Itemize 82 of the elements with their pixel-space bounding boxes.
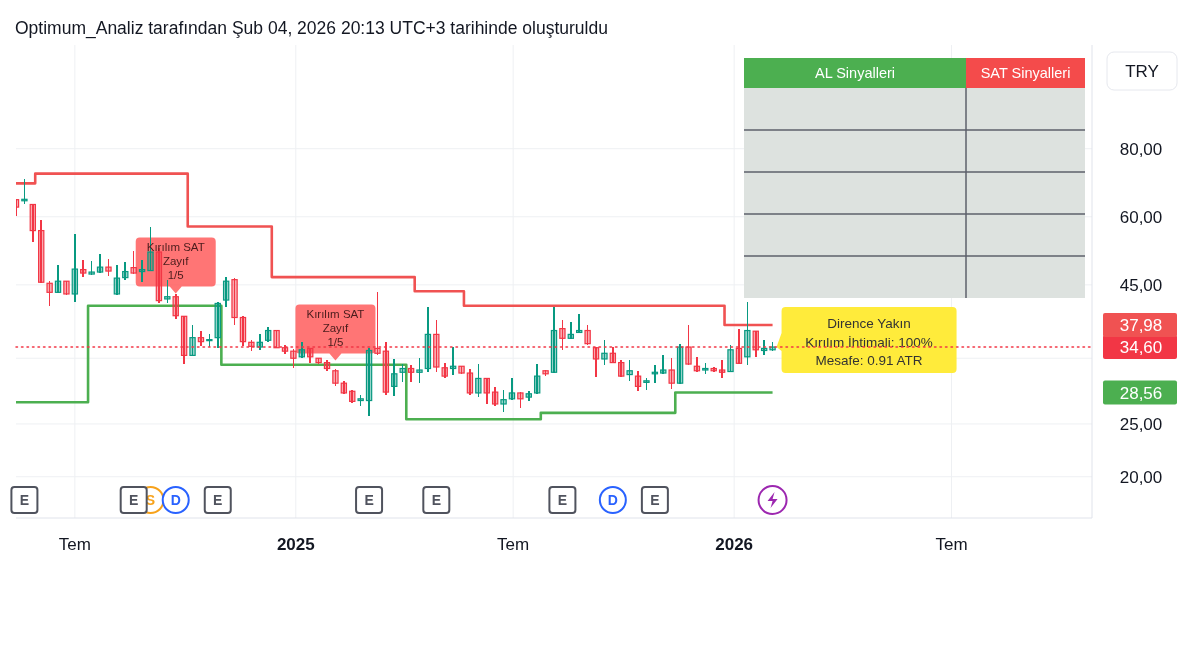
annotation: E: [650, 492, 660, 509]
candlestick: [54, 264, 62, 294]
candlestick: [760, 338, 768, 356]
annotation: E: [431, 492, 441, 509]
annotation: D: [607, 492, 618, 509]
ref-line-label: 34,60: [1119, 338, 1163, 358]
category-label: AL Sinyalleri: [814, 65, 896, 82]
y-tick-label: 60,00: [1119, 207, 1163, 227]
candlestick: [46, 280, 53, 307]
candlestick: [189, 324, 196, 357]
candlestick: [164, 279, 171, 305]
candlestick: [576, 313, 583, 334]
candlestick: [475, 363, 482, 398]
candlestick: [71, 233, 79, 303]
candlestick: [567, 320, 575, 340]
candlestick: [113, 263, 121, 296]
candlestick: [416, 357, 423, 384]
annotation: E: [19, 492, 30, 509]
annotation: E: [557, 492, 568, 509]
candlestick: [668, 357, 675, 390]
candlestick: [298, 341, 306, 360]
candlestick: [264, 326, 272, 344]
candlestick: [744, 301, 751, 366]
y-tick-label: 25,00: [1119, 415, 1163, 435]
candlestick: [323, 359, 331, 372]
candlestick: [80, 259, 87, 278]
candlestick: [214, 301, 221, 350]
candlestick: [618, 359, 625, 378]
candlestick: [424, 306, 432, 374]
text: 28,56: [1119, 383, 1163, 403]
annotation: E: [364, 492, 374, 509]
candlestick: [710, 366, 717, 373]
annotation: E: [129, 492, 139, 509]
candlestick: [550, 306, 558, 374]
candlestick: [676, 342, 684, 385]
candlestick: [391, 358, 398, 398]
candlestick: [290, 348, 297, 369]
candlestick: [634, 369, 642, 393]
x-tick-label: 2026: [715, 535, 754, 554]
candlestick: [525, 390, 532, 403]
candlestick: [231, 276, 238, 327]
candlestick: [500, 388, 507, 413]
candlestick: [491, 386, 499, 407]
annotation: S: [145, 492, 156, 509]
candlestick: [441, 361, 448, 380]
category-label: SAT Sinyalleri: [980, 65, 1071, 82]
chart-title: Optimum_Analiz tarafından Şub 04, 2026 20:13 UTC+3 tarihinde oluşturuldu: [15, 18, 608, 39]
candlestick: [407, 363, 415, 383]
x-tick-label: Tem: [58, 535, 91, 554]
y-tick-label: 80,00: [1119, 139, 1163, 159]
y-axis-title: TRY: [1125, 62, 1159, 82]
candlestick: [96, 253, 104, 274]
candlestick: [29, 202, 37, 243]
candlestick: [483, 376, 490, 405]
candlestick: [138, 259, 146, 284]
candlestick: [349, 389, 356, 404]
candlestick: [365, 347, 373, 417]
annotation: D: [170, 492, 181, 509]
candlestick: [172, 293, 179, 320]
x-tick-label: Tem: [497, 535, 530, 554]
text: 37,98: [1119, 316, 1163, 336]
candlestick: [122, 261, 129, 281]
candlestick: [130, 249, 137, 275]
x-tick-label: Tem: [935, 535, 968, 554]
candlestick: [660, 354, 667, 375]
annotation: E: [213, 492, 223, 509]
candlestick: [718, 358, 726, 380]
candlestick: [508, 376, 516, 401]
y-tick-label: 45,00: [1119, 275, 1163, 295]
candlestick: [626, 358, 633, 382]
candlestick: [340, 380, 348, 395]
candlestick: [727, 344, 734, 374]
candlestick: [38, 219, 45, 285]
annotation: Dirence Yakın Kırılım İhtimali: 100% Mesafe: 0.91 ATR: [805, 316, 933, 369]
candlestick: [466, 367, 474, 397]
candlestick: [222, 276, 230, 309]
candlestick: [197, 330, 205, 347]
y-tick-label: 20,00: [1119, 467, 1163, 487]
x-tick-label: 2025: [276, 535, 315, 554]
annotation: Kırılım SAT Zayıf 1/5: [306, 308, 365, 349]
candlestick: [533, 363, 541, 395]
candlestick: [601, 339, 608, 366]
